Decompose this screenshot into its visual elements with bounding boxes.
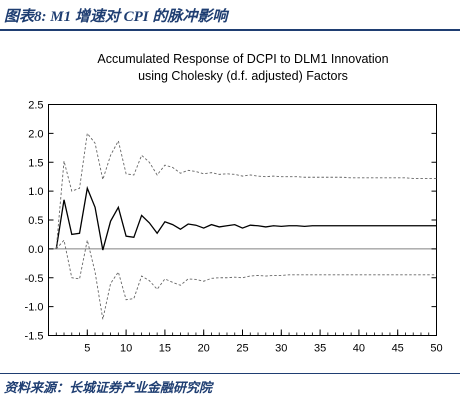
- x-tick-label: 30: [275, 343, 287, 355]
- source-rule: [0, 373, 460, 374]
- caption-rule: [0, 29, 460, 31]
- y-tick-label: 0.5: [28, 215, 43, 227]
- y-tick-label: -1.5: [25, 331, 44, 343]
- x-tick-label: 25: [236, 343, 248, 355]
- y-tick-label: -0.5: [25, 273, 44, 285]
- upper-band-line: [55, 132, 437, 249]
- plot-frame: [48, 104, 437, 336]
- source-note: 资料来源：长城证券产业金融研究院: [4, 380, 213, 395]
- y-tick-label: 0.0: [28, 244, 43, 256]
- y-tick-label: -1.0: [25, 302, 44, 314]
- x-tick-label: 40: [353, 343, 365, 355]
- figure-caption: 图表8: M1 增速对 CPI 的脉冲影响: [4, 9, 228, 25]
- irf-chart: Accumulated Response of DCPI to DLM1 Inn…: [25, 52, 443, 355]
- y-tick-label: 2.0: [28, 128, 43, 140]
- x-tick-label: 10: [120, 343, 132, 355]
- y-tick-label: 1.5: [28, 157, 43, 169]
- x-tick-label: 15: [159, 343, 171, 355]
- response-line: [55, 185, 437, 251]
- y-tick-label: 1.0: [28, 186, 43, 198]
- x-tick-label: 5: [84, 343, 90, 355]
- x-tick-label: 45: [392, 343, 404, 355]
- y-tick-label: 2.5: [28, 100, 43, 112]
- x-tick-label: 35: [314, 343, 326, 355]
- x-tick-label: 20: [198, 343, 210, 355]
- x-tick-label: 50: [430, 343, 442, 355]
- lower-band-line: [55, 239, 437, 320]
- chart-title-line-2: using Cholesky (d.f. adjusted) Factors: [138, 69, 348, 83]
- chart-title-line-1: Accumulated Response of DCPI to DLM1 Inn…: [97, 52, 388, 66]
